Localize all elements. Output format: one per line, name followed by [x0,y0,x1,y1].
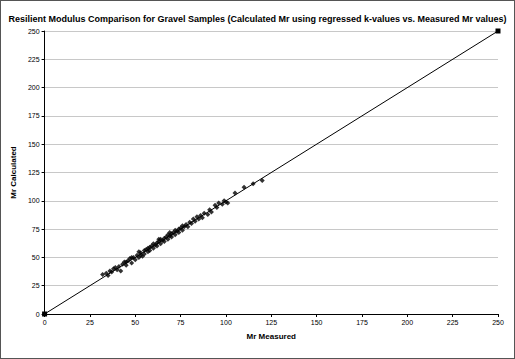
svg-text:225: 225 [28,56,40,63]
svg-text:75: 75 [32,226,40,233]
svg-text:250: 250 [28,28,40,35]
svg-text:175: 175 [28,112,40,119]
svg-text:Mr Calculated: Mr Calculated [9,146,18,199]
svg-text:200: 200 [28,84,40,91]
svg-text:150: 150 [311,319,323,326]
svg-text:250: 250 [492,319,504,326]
svg-text:200: 200 [401,319,413,326]
svg-text:125: 125 [265,319,277,326]
svg-text:125: 125 [28,169,40,176]
svg-text:50: 50 [32,254,40,261]
svg-text:150: 150 [28,141,40,148]
svg-text:100: 100 [28,197,40,204]
svg-text:75: 75 [177,319,185,326]
svg-text:50: 50 [131,319,139,326]
svg-text:100: 100 [220,319,232,326]
svg-text:25: 25 [32,282,40,289]
svg-text:0: 0 [36,311,40,318]
svg-text:Resilient Modulus Comparison f: Resilient Modulus Comparison for Gravel … [8,14,506,24]
svg-text:175: 175 [356,319,368,326]
svg-text:0: 0 [43,319,47,326]
svg-text:25: 25 [86,319,94,326]
svg-text:Mr Measured: Mr Measured [247,332,296,341]
svg-text:225: 225 [447,319,459,326]
